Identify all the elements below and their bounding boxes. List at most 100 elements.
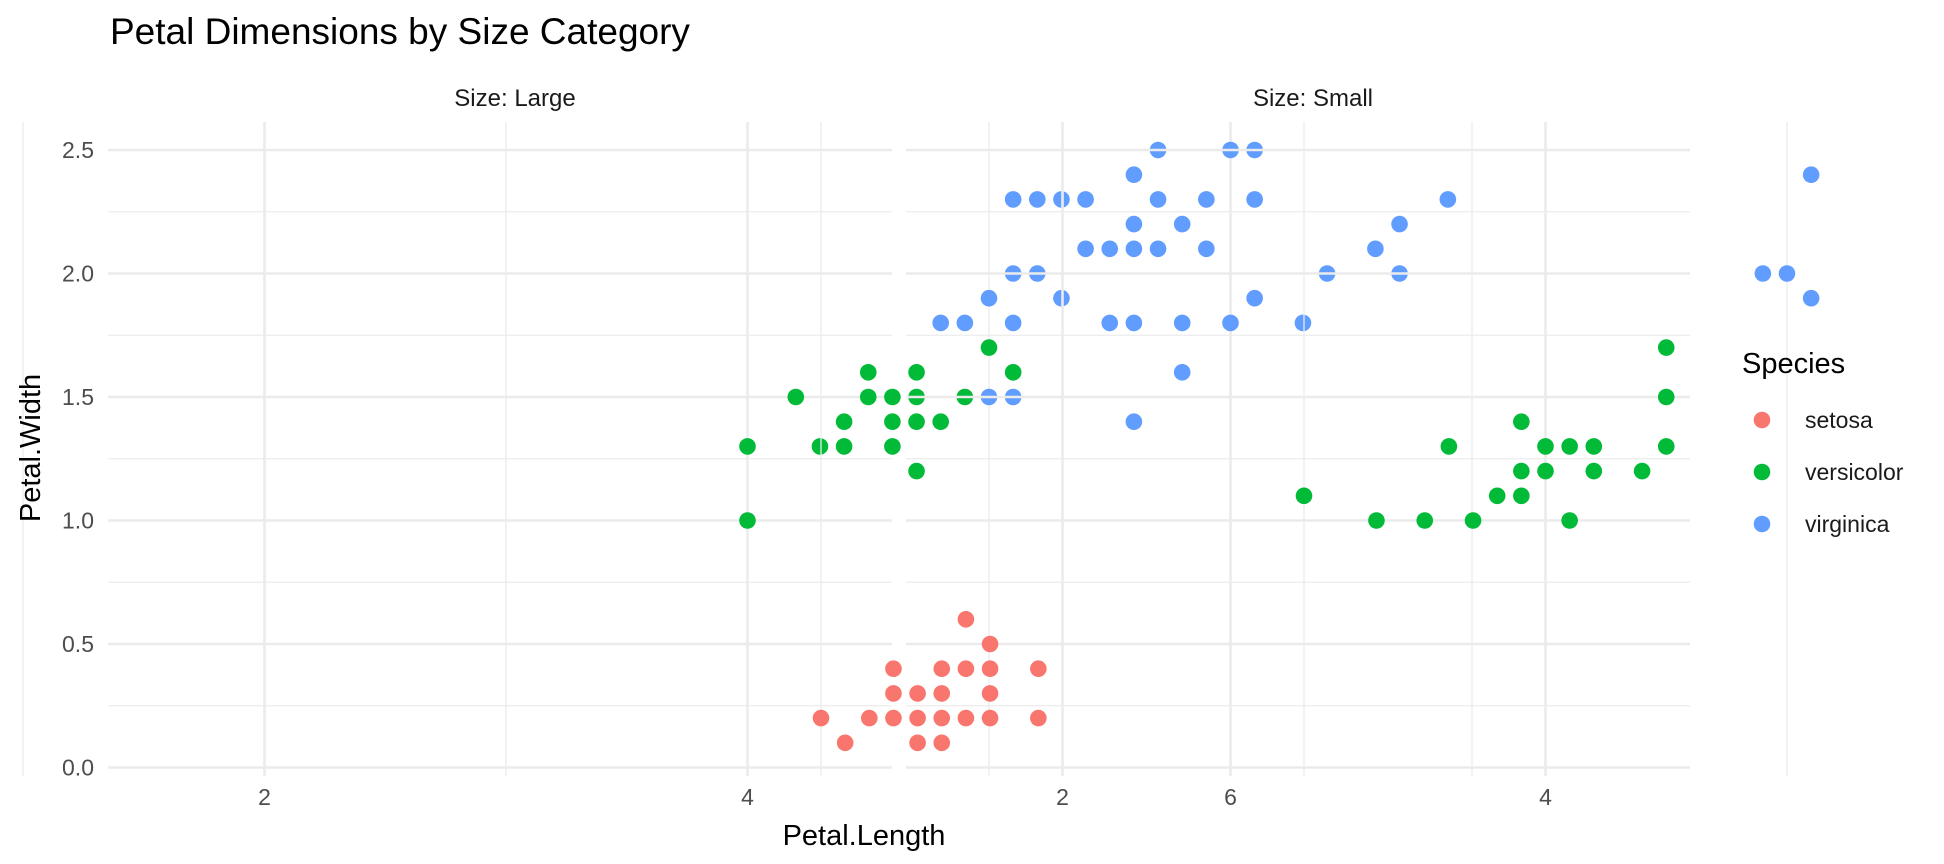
y-tick-label: 2.5	[62, 137, 94, 163]
data-point	[1125, 215, 1143, 233]
data-point	[1537, 462, 1554, 480]
data-point	[1802, 289, 1820, 307]
data-point	[1173, 314, 1191, 332]
data-point	[812, 709, 830, 727]
data-point	[1561, 512, 1578, 529]
data-point	[835, 413, 853, 431]
data-point	[1246, 289, 1263, 307]
legend-key	[1753, 411, 1771, 429]
data-point	[1585, 438, 1603, 455]
data-point	[1222, 314, 1239, 332]
data-point	[885, 709, 902, 727]
data-point	[908, 462, 925, 480]
data-point	[884, 388, 901, 406]
data-point	[956, 314, 974, 332]
data-point	[1367, 240, 1384, 258]
x-tick-label: 2	[258, 784, 271, 810]
data-point	[1101, 240, 1119, 258]
data-point	[932, 314, 949, 332]
x-tick-label: 4	[741, 784, 754, 810]
data-point	[957, 660, 975, 677]
data-point	[739, 512, 756, 529]
data-point	[1657, 438, 1675, 455]
legend-label: setosa	[1805, 407, 1873, 433]
data-point	[957, 709, 975, 727]
data-point	[1101, 314, 1119, 332]
data-point	[1149, 191, 1167, 208]
y-tick-label: 2.0	[62, 261, 94, 287]
data-point	[884, 438, 901, 455]
data-point	[1125, 240, 1143, 258]
data-point	[1513, 487, 1530, 505]
data-point	[811, 438, 829, 455]
data-point	[980, 339, 998, 356]
facet-strip-label: Size: Small	[1253, 85, 1373, 112]
data-point	[933, 734, 951, 752]
data-point	[933, 660, 951, 677]
data-point	[1149, 240, 1167, 258]
data-point	[981, 635, 999, 653]
data-point	[1004, 314, 1022, 332]
data-point	[981, 685, 999, 702]
y-tick-label: 0.0	[62, 755, 94, 781]
y-tick-label: 1.0	[62, 508, 94, 534]
data-point	[1537, 438, 1554, 455]
data-point	[1633, 462, 1651, 480]
data-point	[1295, 487, 1313, 505]
data-point	[1754, 265, 1772, 282]
data-point	[1368, 512, 1385, 529]
data-point	[981, 660, 999, 677]
data-point	[1464, 512, 1482, 529]
facet-panels: Size: Large 2 4 6 0.0 0.5 1.0 1.5 2.0 2.5 Size: Sm…	[22, 85, 1820, 810]
data-point	[909, 685, 926, 702]
data-point	[1561, 438, 1578, 455]
data-point	[980, 289, 998, 307]
data-point	[1173, 215, 1191, 233]
x-axis-title: Petal.Length	[783, 820, 946, 852]
chart-title: Petal Dimensions by Size Category	[110, 11, 690, 52]
data-point	[1077, 191, 1094, 208]
data-point	[908, 413, 925, 431]
y-axis-title: Petal.Width	[15, 374, 47, 522]
y-tick-label: 0.5	[62, 631, 94, 657]
data-point	[835, 438, 853, 455]
facet-panel: Size: Small 2 4 6	[812, 85, 1820, 810]
data-point	[1391, 215, 1408, 233]
data-point	[1125, 314, 1143, 332]
data-point	[1585, 462, 1603, 480]
data-point	[1294, 314, 1312, 332]
data-point	[1246, 191, 1263, 208]
data-point	[1004, 364, 1022, 381]
data-point	[861, 709, 878, 727]
data-point	[1488, 487, 1506, 505]
legend-label: virginica	[1805, 511, 1890, 537]
data-point	[908, 364, 925, 381]
data-point	[884, 413, 901, 431]
y-tick-label: 1.5	[62, 384, 94, 410]
data-point	[1077, 240, 1094, 258]
data-point	[933, 685, 951, 702]
data-point	[1440, 438, 1458, 455]
data-point	[836, 734, 854, 752]
legend: Species setosa versicolor virginica	[1742, 348, 1904, 537]
data-point	[909, 709, 926, 727]
data-point	[1513, 413, 1530, 431]
series-setosa	[812, 611, 1047, 752]
series-versicolor	[1295, 339, 1675, 529]
x-tick-label: 6	[1224, 784, 1237, 810]
data-point	[1030, 709, 1047, 727]
data-point	[1513, 462, 1530, 480]
data-point	[1439, 191, 1457, 208]
data-point	[1125, 166, 1143, 183]
data-point	[885, 685, 902, 702]
x-tick-label: 4	[1539, 784, 1552, 810]
data-point	[1198, 191, 1215, 208]
series-virginica	[1754, 166, 1820, 307]
data-point	[1030, 660, 1047, 677]
data-point	[1125, 413, 1143, 431]
facet-panel: Size: Large 2 4 6 0.0 0.5 1.0 1.5 2.0 2.5	[22, 85, 1473, 810]
data-point	[932, 413, 949, 431]
data-point	[1198, 240, 1215, 258]
data-point	[1173, 364, 1191, 381]
